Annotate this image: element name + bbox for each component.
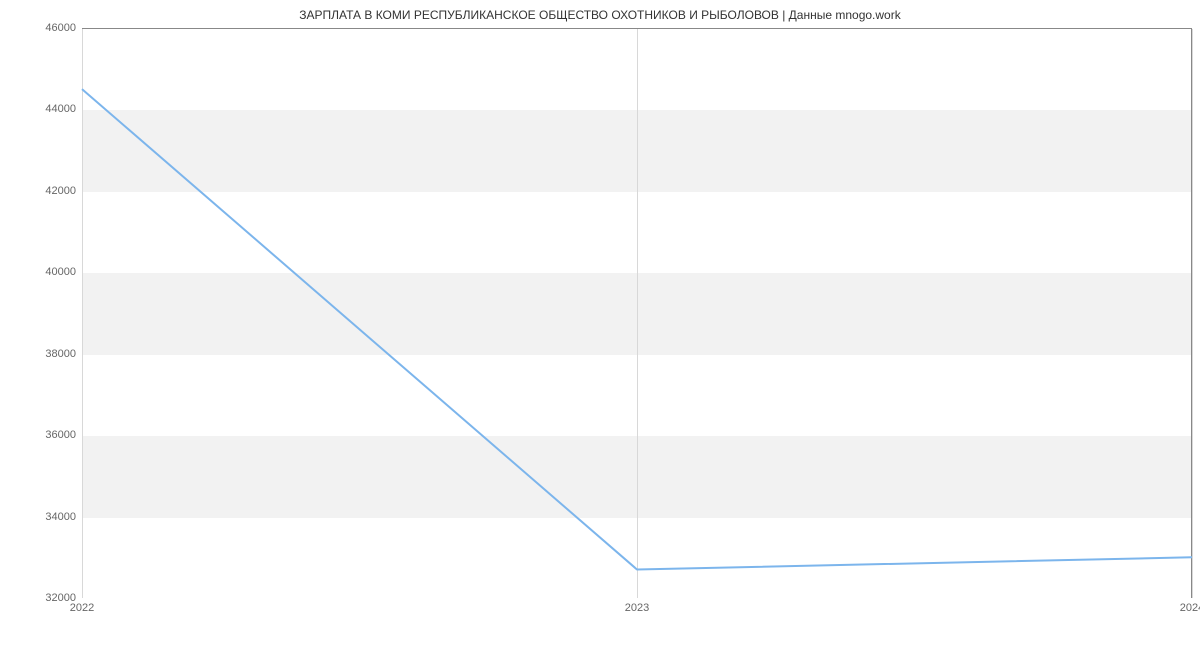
y-tick-label: 36000	[45, 429, 76, 441]
y-tick-label: 40000	[45, 266, 76, 278]
series-line	[82, 89, 1192, 569]
x-tick-label: 2023	[625, 602, 649, 614]
x-gridline	[1192, 29, 1193, 598]
line-series	[82, 28, 1192, 598]
y-tick-label: 42000	[45, 185, 76, 197]
y-tick-label: 46000	[45, 22, 76, 34]
x-tick-label: 2022	[70, 602, 94, 614]
x-tick-label: 2024	[1180, 602, 1200, 614]
y-tick-label: 34000	[45, 511, 76, 523]
chart-container: ЗАРПЛАТА В КОМИ РЕСПУБЛИКАНСКОЕ ОБЩЕСТВО…	[0, 0, 1200, 650]
y-tick-label: 44000	[45, 103, 76, 115]
chart-title: ЗАРПЛАТА В КОМИ РЕСПУБЛИКАНСКОЕ ОБЩЕСТВО…	[0, 8, 1200, 22]
y-tick-label: 38000	[45, 348, 76, 360]
